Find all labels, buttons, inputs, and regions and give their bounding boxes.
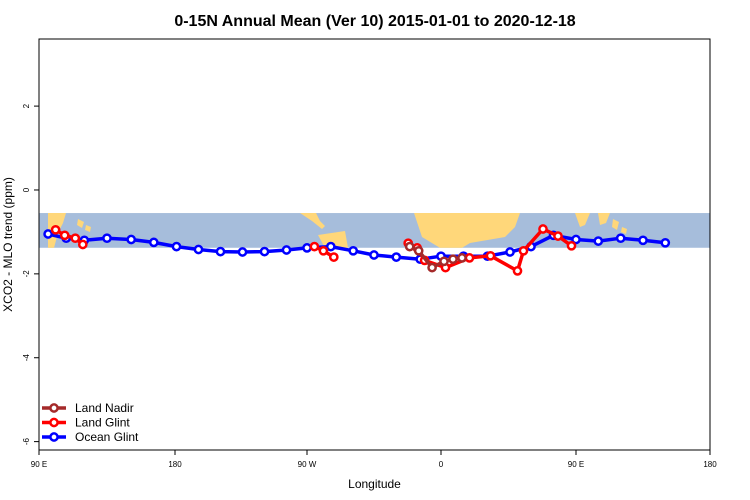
data-point: [427, 262, 437, 273]
series-land-nadir: [404, 241, 467, 273]
data-point: [660, 237, 671, 248]
y-axis-label: XCO2 - MLO trend (ppm): [1, 177, 15, 312]
data-point: [281, 245, 292, 255]
y-tick-label: -4: [22, 354, 31, 362]
series-layer: [43, 224, 671, 276]
x-tick-label: 90 E: [568, 460, 584, 469]
legend-marker: [49, 432, 59, 442]
data-point: [439, 256, 449, 267]
data-point: [148, 237, 159, 248]
data-point: [325, 241, 336, 252]
data-point: [77, 239, 88, 250]
data-point: [571, 234, 581, 245]
data-point: [318, 245, 329, 256]
chart-title: 0-15N Annual Mean (Ver 10) 2015-01-01 to…: [174, 13, 575, 30]
axis-ticks: 90 E 180 90 W 0 90 E 180 2 0 -2 -4 -6: [22, 103, 717, 469]
land-shape: [318, 231, 348, 248]
data-point: [102, 233, 112, 244]
x-tick-label: 180: [168, 460, 182, 469]
legend-item: Land Nadir: [42, 401, 134, 415]
land-shape: [300, 213, 325, 230]
data-point: [413, 245, 424, 256]
data-point: [485, 250, 496, 261]
data-point: [464, 253, 475, 263]
data-point: [538, 224, 548, 234]
ocean-band: [39, 213, 710, 248]
data-point: [328, 252, 339, 262]
legend-label: Land Nadir: [75, 401, 134, 415]
data-point: [457, 253, 467, 263]
data-point: [43, 229, 53, 239]
land-shape: [77, 219, 84, 229]
land-shape: [575, 213, 590, 228]
data-point: [215, 246, 226, 257]
land-shape: [598, 213, 610, 226]
data-point: [50, 224, 61, 235]
x-tick-label: 90 E: [31, 460, 47, 469]
data-point: [566, 240, 577, 251]
data-point: [193, 244, 204, 255]
legend-item: Land Glint: [42, 416, 130, 430]
legend-label: Land Glint: [75, 416, 130, 430]
data-point: [171, 241, 182, 252]
data-point: [369, 250, 379, 260]
y-tick-label: -6: [22, 438, 31, 446]
legend-marker: [49, 417, 59, 428]
y-tick-label: 2: [22, 103, 31, 108]
data-point: [505, 247, 515, 257]
y-tick-label: 0: [22, 187, 31, 192]
data-point: [309, 241, 320, 252]
data-point: [512, 266, 523, 276]
x-tick-label: 180: [703, 460, 717, 469]
land-shape: [612, 219, 619, 231]
data-point: [126, 234, 137, 245]
data-point: [59, 230, 70, 241]
data-point: [518, 245, 529, 256]
y-tick-label: -2: [22, 270, 31, 278]
data-point: [302, 243, 312, 253]
legend-marker: [49, 403, 59, 413]
x-tick-label: 0: [439, 460, 444, 469]
legend-item: Ocean Glint: [42, 430, 139, 444]
data-point: [391, 252, 402, 262]
data-point: [593, 236, 604, 246]
background-map-band: [39, 213, 710, 248]
data-point: [553, 231, 563, 241]
data-point: [348, 245, 359, 256]
data-point: [237, 247, 248, 257]
land-shape: [414, 213, 520, 248]
legend-label: Ocean Glint: [75, 430, 139, 444]
data-point: [259, 246, 270, 257]
data-point: [448, 254, 458, 265]
series-line: [54, 228, 84, 246]
data-point: [638, 235, 648, 246]
data-point: [70, 233, 81, 244]
x-axis-label: Longitude: [348, 477, 401, 491]
land-shape: [85, 225, 91, 233]
plot-frame: [38, 38, 711, 451]
data-point: [404, 241, 415, 252]
land-shape: [621, 227, 627, 235]
data-point: [615, 233, 626, 244]
x-tick-label: 90 W: [298, 460, 317, 469]
